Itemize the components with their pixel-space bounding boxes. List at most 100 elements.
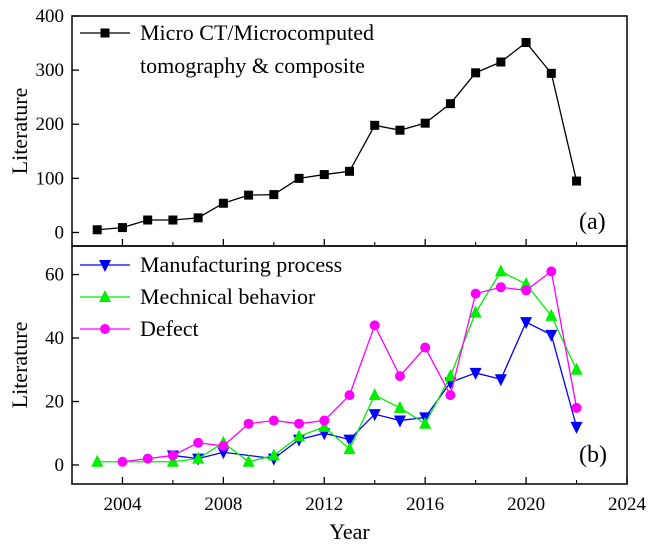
data-point — [444, 369, 457, 382]
data-point — [319, 170, 329, 180]
y-tick-label: 100 — [36, 168, 65, 189]
x-tick-label: 2020 — [507, 494, 545, 515]
panel-label: (b) — [579, 442, 607, 468]
y-tick-label: 0 — [55, 222, 65, 243]
data-point — [166, 454, 179, 467]
legend-marker — [99, 290, 111, 302]
legend-label: Micro CT/Microcomputed — [140, 20, 374, 45]
y-tick-label: 60 — [45, 265, 64, 286]
x-tick-label: 2016 — [406, 494, 444, 515]
data-point — [192, 451, 205, 464]
data-point — [393, 415, 406, 428]
data-point — [294, 173, 304, 183]
x-tick-label: 2012 — [305, 494, 343, 515]
data-point — [394, 371, 405, 382]
y-axis-title: Literature — [7, 322, 32, 409]
data-point — [345, 166, 354, 176]
data-point — [244, 190, 254, 200]
data-point — [142, 453, 153, 464]
legend-label: Manufacturing process — [140, 252, 342, 277]
data-point — [319, 415, 330, 426]
data-point — [393, 400, 406, 413]
data-point — [395, 125, 405, 135]
plot-frame — [71, 245, 628, 485]
data-point — [572, 176, 582, 186]
data-point — [117, 456, 128, 467]
data-point — [243, 418, 254, 429]
data-point — [471, 68, 481, 78]
y-tick-label: 400 — [36, 6, 65, 27]
data-point — [218, 198, 228, 208]
y-tick-label: 40 — [45, 328, 64, 349]
data-point — [570, 421, 583, 434]
data-point — [545, 308, 558, 321]
data-point — [193, 213, 203, 223]
data-point — [242, 454, 255, 467]
data-point — [91, 454, 104, 467]
data-point — [268, 415, 279, 426]
data-point — [217, 447, 230, 460]
data-point — [520, 317, 533, 330]
data-point — [571, 402, 582, 413]
panel-label: (a) — [579, 209, 606, 235]
data-point — [167, 450, 178, 461]
data-point — [420, 118, 430, 128]
data-point — [420, 342, 431, 353]
data-point — [570, 362, 583, 375]
data-point — [143, 215, 153, 225]
data-point — [318, 419, 331, 432]
x-tick-label: 2008 — [204, 494, 242, 515]
data-point — [495, 282, 506, 293]
data-point — [521, 285, 532, 296]
data-point — [193, 437, 204, 448]
chart-panel-b: 0 20 40 60 2004 2008 2012 2016 2020 2024 Literatur… — [7, 245, 647, 544]
data-point — [445, 390, 456, 401]
data-point — [368, 388, 381, 401]
x-tick-label: 2024 — [608, 494, 647, 515]
data-point — [494, 374, 507, 387]
data-point — [369, 320, 380, 331]
data-point — [343, 434, 356, 447]
data-point — [520, 277, 533, 290]
data-point — [294, 418, 305, 429]
data-point — [92, 225, 102, 235]
data-point — [470, 288, 481, 299]
data-point — [545, 329, 558, 342]
data-point — [521, 38, 531, 48]
data-point — [168, 215, 178, 225]
legend-label: Mechnical behavior — [140, 284, 316, 309]
y-tick-label: 200 — [36, 114, 65, 135]
data-point — [494, 264, 507, 277]
data-point — [445, 99, 455, 109]
data-point — [419, 416, 432, 429]
y-tick-label: 0 — [55, 455, 65, 476]
data-point — [218, 440, 229, 451]
data-point — [293, 429, 306, 442]
chart-panel-a: 0 100 200 300 400 Literature Micro CT/Microcom… — [7, 6, 628, 247]
plot-frame — [71, 15, 628, 247]
x-axis-title: Year — [329, 519, 370, 544]
data-point — [368, 409, 381, 422]
legend-label: Defect — [140, 316, 199, 341]
legend-label: tomography & composite — [140, 53, 365, 78]
data-point — [469, 305, 482, 318]
y-axis-title: Literature — [7, 88, 32, 175]
data-point — [269, 190, 279, 200]
data-point — [370, 120, 380, 130]
data-point — [496, 57, 506, 67]
data-point — [546, 266, 557, 277]
data-point — [546, 68, 556, 78]
legend-marker — [100, 324, 110, 334]
data-point — [343, 442, 356, 455]
data-point — [117, 223, 127, 233]
x-tick-label: 2004 — [103, 494, 142, 515]
data-point — [267, 448, 280, 461]
data-point — [344, 390, 355, 401]
legend-marker — [100, 28, 110, 38]
data-point — [469, 367, 482, 380]
y-tick-label: 20 — [45, 391, 64, 412]
legend-marker — [99, 260, 111, 272]
y-tick-label: 300 — [36, 60, 65, 81]
